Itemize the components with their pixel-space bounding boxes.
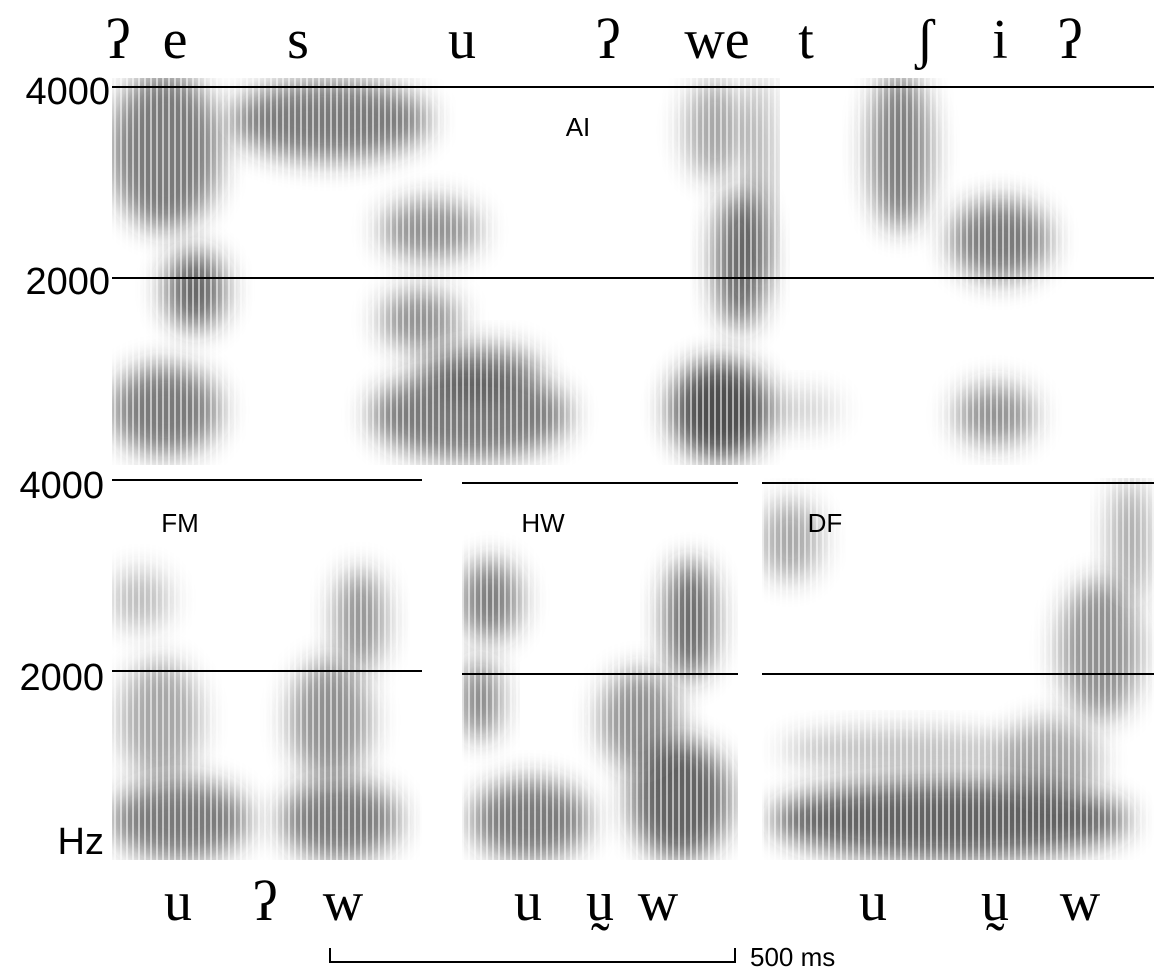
striation (462, 478, 738, 860)
transcription: we (684, 9, 749, 71)
transcription: ṵ (981, 871, 1009, 933)
striation (112, 78, 1154, 465)
scale-line (329, 948, 736, 963)
transcription: t (798, 9, 814, 71)
transcription: w (638, 871, 679, 933)
scale-bar: 500 ms (329, 942, 835, 972)
scale-label: 500 ms (750, 942, 835, 972)
transcription: u (514, 871, 542, 933)
spectrogram-df (762, 478, 1154, 860)
speaker-label: FM (161, 508, 199, 538)
transcription: u (164, 871, 192, 933)
transcription: ṵ (586, 871, 614, 933)
spectrogram-ai (112, 78, 1154, 465)
striation (762, 478, 1154, 860)
spectrogram-fm (112, 475, 422, 860)
striation (112, 475, 422, 860)
reference-lines (112, 86, 1154, 675)
transcription: i (992, 9, 1008, 71)
y-label: 4000 (25, 71, 110, 113)
spectrogram-hw (462, 478, 738, 860)
y-label: Hz (58, 821, 104, 863)
transcription: ʔ (596, 9, 621, 71)
transcription: ʔ (1058, 9, 1083, 71)
y-label: 2000 (19, 657, 104, 699)
speaker-label: DF (808, 508, 843, 538)
transcription: e (163, 9, 188, 71)
y-label: 2000 (25, 261, 110, 303)
transcription: s (287, 9, 309, 71)
speaker-label: HW (521, 508, 565, 538)
transcription: u (448, 9, 476, 71)
y-label: 4000 (19, 465, 104, 507)
transcription: ʔ (253, 871, 278, 933)
transcription: ʃ (915, 9, 936, 71)
transcription: w (323, 871, 364, 933)
speaker-label: AI (566, 112, 591, 142)
transcription: u (859, 871, 887, 933)
transcription: w (1060, 871, 1101, 933)
transcription: ʔ (106, 9, 131, 71)
